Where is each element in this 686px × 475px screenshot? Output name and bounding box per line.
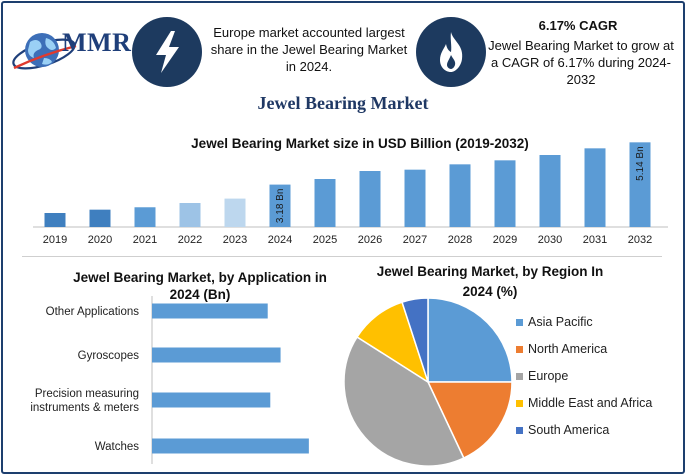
bar-2029 — [494, 160, 516, 227]
legend-swatch — [516, 319, 523, 326]
region-chart-title: Jewel Bearing Market, by Region In 2024 … — [376, 264, 604, 299]
section-divider — [22, 256, 662, 257]
legend-label: Asia Pacific — [528, 315, 593, 329]
hbar-3 — [152, 438, 309, 454]
bar-2019 — [44, 213, 66, 227]
category-label: Watches — [95, 441, 140, 453]
x-tick-label: 2028 — [448, 234, 472, 246]
x-tick-label: 2030 — [538, 234, 562, 246]
category-label: Gyroscopes — [78, 350, 140, 362]
data-label-2024: 3.18 Bn — [275, 189, 286, 223]
legend-swatch — [516, 427, 523, 434]
bar-2021 — [134, 207, 156, 227]
page-title: Jewel Bearing Market — [257, 93, 429, 113]
x-tick-label: 2029 — [493, 234, 517, 246]
flame-icon — [416, 17, 486, 87]
legend-swatch — [516, 400, 523, 407]
bar-2027 — [404, 169, 426, 227]
hbar-1 — [152, 347, 281, 363]
bar-2022 — [179, 203, 201, 227]
application-chart-title: Jewel Bearing Market, by Application in … — [73, 270, 327, 302]
x-tick-label: 2021 — [133, 234, 157, 246]
mmr-globe-logo-icon — [12, 33, 77, 70]
region-pie-chart: Asia Pacific North America Europe Middle Ea… — [343, 297, 652, 467]
bar-2028 — [449, 164, 471, 227]
info-box-europe-text: Europe market accounted largest share in… — [210, 25, 408, 74]
pie-slice-2 — [343, 335, 465, 467]
legend-swatch — [516, 346, 523, 353]
bar-2020 — [89, 209, 111, 227]
logo-text: MMR — [62, 28, 132, 57]
application-bar-chart: Other Applications Gyroscopes Precision me… — [30, 296, 309, 464]
info-box-cagr-text: Jewel Bearing Market to grow at a CAGR o… — [488, 38, 674, 87]
x-tick-label: 2019 — [43, 234, 67, 246]
lightning-icon — [132, 17, 202, 87]
category-label: Other Applications — [46, 306, 140, 318]
x-tick-label: 2026 — [358, 234, 382, 246]
bar-2025 — [314, 179, 336, 227]
x-tick-label: 2032 — [628, 234, 652, 246]
bar-2030 — [539, 155, 561, 227]
legend-label: North America — [528, 342, 607, 356]
market-size-bar-chart: 2019 2020 2021 2022 2023 2024 3.18 Bn 2025 2026 2… — [33, 142, 668, 246]
cagr-heading: 6.17% CAGR — [538, 18, 618, 33]
x-tick-label: 2031 — [583, 234, 607, 246]
bar-2023 — [224, 198, 246, 227]
x-tick-label: 2023 — [223, 234, 247, 246]
hbar-0 — [152, 303, 268, 319]
category-label: Precision measuring — [35, 388, 139, 400]
bar-2032 — [629, 142, 651, 227]
legend-label: Middle East and Africa — [528, 396, 652, 410]
bar-2031 — [584, 148, 606, 227]
legend-swatch — [516, 373, 523, 380]
legend-label: Europe — [528, 369, 568, 383]
pie-slice-0 — [427, 297, 513, 383]
pie-slice-4 — [401, 297, 429, 383]
bar-2026 — [359, 171, 381, 227]
bar-2024 — [269, 184, 291, 227]
x-tick-label: 2022 — [178, 234, 202, 246]
x-tick-label: 2027 — [403, 234, 427, 246]
market-size-chart-title: Jewel Bearing Market size in USD Billion… — [191, 136, 529, 151]
data-label-2032: 5.14 Bn — [635, 146, 646, 180]
x-tick-label: 2020 — [88, 234, 112, 246]
pie-slice-1 — [426, 381, 513, 460]
x-tick-label: 2024 — [268, 234, 292, 246]
category-label: instruments & meters — [30, 402, 139, 414]
hbar-2 — [152, 392, 271, 408]
legend-label: South America — [528, 423, 609, 437]
x-tick-label: 2025 — [313, 234, 337, 246]
